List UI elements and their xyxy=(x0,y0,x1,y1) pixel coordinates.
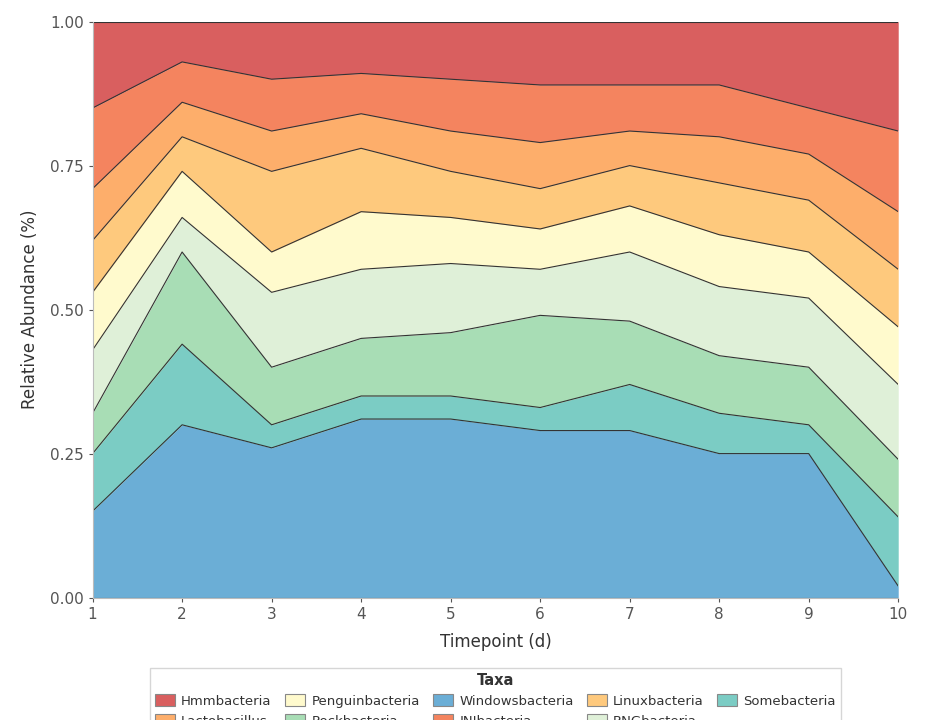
Legend: Hmmbacteria, Lactobacillus, Penguinbacteria, Rockbacteria, Windowsbacteria, JNJb: Hmmbacteria, Lactobacillus, Penguinbacte… xyxy=(149,667,842,720)
X-axis label: Timepoint (d): Timepoint (d) xyxy=(440,633,551,651)
Y-axis label: Relative Abundance (%): Relative Abundance (%) xyxy=(20,210,39,410)
